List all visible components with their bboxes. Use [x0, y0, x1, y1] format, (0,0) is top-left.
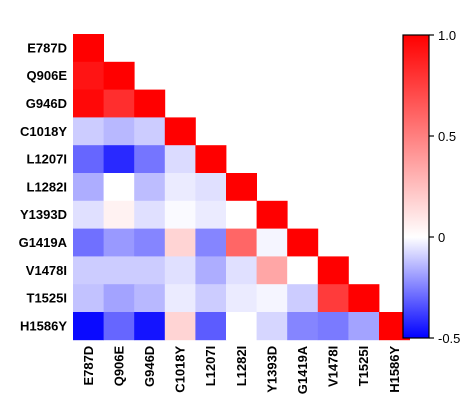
heatmap-cell: [73, 200, 104, 229]
column-labels: E787D Q906E G946D C1018Y L1207I L1282I Y1393D G…: [81, 345, 402, 394]
heatmap-cell: [73, 228, 104, 257]
column-label: Q906E: [111, 345, 126, 386]
heatmap-cell: [73, 284, 104, 313]
row-label: E787D: [27, 40, 67, 55]
row-label: Y1393D: [20, 207, 67, 222]
heatmap-cell: [103, 117, 135, 146]
heatmap-cells: [73, 34, 410, 341]
heatmap-cell: [256, 256, 288, 285]
heatmap-cell: [73, 173, 104, 202]
heatmap-cell: [164, 200, 196, 229]
heatmap-cell: [164, 117, 196, 146]
heatmap-cell: [134, 145, 166, 174]
heatmap-cell: [164, 256, 196, 285]
row-label: H1586Y: [20, 318, 67, 333]
heatmap-cell: [348, 312, 380, 341]
heatmap-cell: [226, 173, 257, 202]
heatmap-cell: [73, 34, 104, 63]
heatmap-cell: [195, 173, 227, 202]
heatmap-cell: [226, 256, 257, 285]
heatmap-cell: [317, 284, 349, 313]
colorbar-tick-label: 0: [438, 230, 445, 245]
colorbar-gradient: [402, 34, 430, 339]
column-label: Y1393D: [264, 346, 279, 393]
heatmap-cell: [287, 284, 319, 313]
heatmap-cell: [103, 228, 135, 257]
heatmap-cell: [256, 312, 288, 341]
heatmap-cell: [103, 256, 135, 285]
column-label: G946D: [142, 346, 157, 387]
heatmap-cell: [73, 61, 104, 90]
heatmap-cell: [103, 284, 135, 313]
heatmap-cell: [195, 256, 227, 285]
heatmap-cell: [73, 89, 104, 118]
heatmap-cell: [287, 228, 319, 257]
heatmap-cell: [134, 284, 166, 313]
heatmap-cell: [226, 200, 257, 229]
heatmap-cell: [317, 312, 349, 341]
row-label: Q906E: [27, 68, 68, 83]
heatmap-cell: [134, 228, 166, 257]
column-label: H1586Y: [387, 345, 402, 392]
colorbar: 1.0 0.5 0 -0.5: [402, 28, 460, 346]
heatmap-cell: [195, 312, 227, 341]
heatmap-cell: [103, 145, 135, 174]
heatmap-cell: [103, 89, 135, 118]
heatmap-cell: [348, 284, 380, 313]
colorbar-tick-label: 1.0: [438, 28, 456, 43]
heatmap-cell: [73, 312, 104, 341]
heatmap-cell: [134, 117, 166, 146]
column-label: G1419A: [295, 345, 310, 394]
row-label: L1207I: [27, 152, 67, 167]
row-labels: E787D Q906E G946D C1018Y L1207I L1282I Y1393D G…: [19, 40, 68, 333]
heatmap-cell: [256, 228, 288, 257]
heatmap-cell: [164, 284, 196, 313]
heatmap-cell: [103, 312, 135, 341]
heatmap-cell: [256, 200, 288, 229]
heatmap-cell: [164, 145, 196, 174]
row-label: V1478I: [26, 263, 67, 278]
column-label: L1282I: [234, 346, 249, 386]
heatmap-cell: [103, 61, 135, 90]
heatmap-cell: [317, 256, 349, 285]
row-label: G946D: [26, 96, 67, 111]
column-label: C1018Y: [173, 345, 188, 392]
heatmap-cell: [134, 256, 166, 285]
heatmap-cell: [195, 145, 227, 174]
heatmap-cell: [134, 89, 166, 118]
heatmap-cell: [73, 145, 104, 174]
column-label: V1478I: [326, 346, 341, 387]
heatmap-cell: [287, 312, 319, 341]
heatmap-cell: [195, 228, 227, 257]
colorbar-tick-label: -0.5: [438, 331, 460, 346]
heatmap-cell: [195, 284, 227, 313]
heatmap-cell: [287, 256, 319, 285]
heatmap-cell: [164, 173, 196, 202]
heatmap-cell: [226, 228, 257, 257]
colorbar-tick-label: 0.5: [438, 129, 456, 144]
heatmap-cell: [226, 312, 257, 341]
heatmap-cell: [164, 312, 196, 341]
column-label: E787D: [81, 346, 96, 386]
heatmap-cell: [134, 312, 166, 341]
row-label: L1282I: [27, 179, 67, 194]
heatmap-cell: [73, 117, 104, 146]
heatmap-cell: [134, 200, 166, 229]
heatmap-cell: [103, 200, 135, 229]
heatmap-cell: [164, 228, 196, 257]
heatmap-cell: [73, 256, 104, 285]
heatmap-cell: [195, 200, 227, 229]
heatmap-cell: [256, 284, 288, 313]
heatmap-cell: [103, 173, 135, 202]
column-label: T1525I: [356, 346, 371, 386]
row-label: G1419A: [19, 235, 68, 250]
heatmap-cell: [134, 173, 166, 202]
column-label: L1207I: [203, 346, 218, 386]
row-label: T1525I: [27, 291, 67, 306]
heatmap-cell: [226, 284, 257, 313]
row-label: C1018Y: [20, 124, 67, 139]
